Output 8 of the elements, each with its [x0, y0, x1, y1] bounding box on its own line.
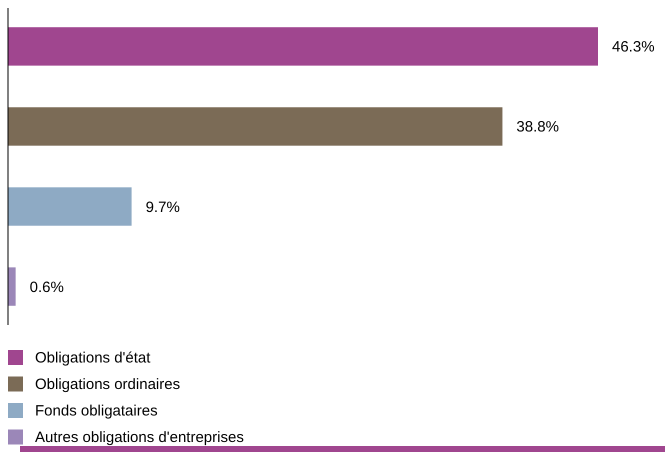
legend-label: Fonds obligataires: [35, 402, 158, 420]
data-label: 38.8%: [516, 118, 559, 136]
data-label: 9.7%: [146, 198, 180, 216]
legend-label: Obligations ordinaires: [35, 376, 180, 393]
data-label: 46.3%: [612, 38, 655, 56]
data-label: 0.6%: [30, 278, 64, 296]
legend-label: Autres obligations d'entreprises: [35, 428, 244, 446]
legend-label: Obligations d'état: [35, 349, 152, 366]
